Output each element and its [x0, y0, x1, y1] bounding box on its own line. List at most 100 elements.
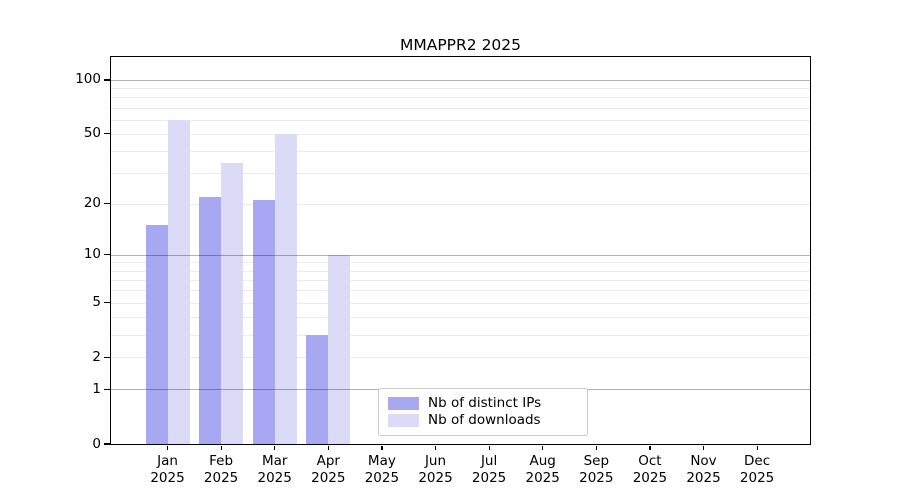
axis-ticks-layer: 100 50 20 10 5 2 1 0 Jan 2025 Feb 2025 Mar 2025 Apr 202…: [75, 57, 810, 486]
gridline-minor: [111, 133, 810, 135]
x-axis-year-label: 2025: [739, 470, 775, 486]
x-axis-year-label: 2025: [471, 470, 507, 486]
y-axis-tick-label: 2: [92, 348, 101, 365]
gridline-minor: [111, 203, 810, 205]
y-axis-tick-label: 10: [83, 246, 101, 263]
x-axis-tick-mark: [381, 445, 383, 450]
bar-distinct-ips-mar: [252, 200, 275, 444]
x-axis-tick-label-jun: Jun 2025: [404, 453, 468, 487]
gridline-minor: [111, 262, 810, 264]
x-axis-tick-mark: [220, 445, 222, 450]
x-axis-tick-label-feb: Feb 2025: [189, 453, 253, 487]
y-axis-tick-mark: [103, 388, 110, 390]
x-axis-year-label: 2025: [364, 470, 400, 486]
y-axis-tick-label: 0: [92, 435, 101, 452]
bar-downloads-apr: [328, 254, 351, 444]
x-axis-year-label: 2025: [418, 470, 453, 486]
gridline-minor: [111, 150, 810, 152]
x-axis-month-label: Jul: [480, 453, 498, 469]
x-axis-tick-label-sep: Sep 2025: [564, 453, 628, 487]
gridline-major: [111, 79, 810, 81]
bar-downloads-jan: [167, 119, 190, 444]
bar-downloads-mar: [274, 133, 297, 444]
gridline-minor: [111, 119, 810, 121]
x-axis-month-label: Dec: [744, 453, 771, 469]
x-axis-tick-label-jul: Jul 2025: [457, 453, 521, 487]
gridline-minor: [111, 270, 810, 272]
x-axis-tick-mark: [595, 445, 597, 450]
x-axis-tick-mark: [274, 445, 276, 450]
x-axis-year-label: 2025: [203, 470, 239, 486]
x-axis-month-label: Mar: [261, 453, 288, 469]
gridline-minor: [111, 290, 810, 292]
x-axis-year-label: 2025: [311, 470, 346, 486]
y-axis-tick-label: 1: [92, 380, 101, 397]
y-axis-tick-label: 100: [75, 71, 101, 88]
gridline-minor: [111, 316, 810, 318]
legend-swatch-downloads: [388, 414, 419, 427]
bars-layer: [111, 57, 810, 444]
x-axis-tick-label-nov: Nov 2025: [672, 453, 736, 487]
y-axis-tick-mark: [103, 254, 110, 256]
gridline-major: [111, 254, 810, 256]
x-axis-tick-label-may: May 2025: [350, 453, 414, 487]
y-axis-tick-mark: [103, 443, 110, 445]
x-axis-tick-mark: [434, 445, 437, 450]
x-axis-tick-mark: [702, 445, 705, 450]
x-axis-month-label: Aug: [529, 453, 556, 469]
x-axis-tick-mark: [542, 445, 544, 450]
y-axis-tick-label: 5: [92, 294, 101, 311]
bar-distinct-ips-feb: [199, 196, 222, 444]
chart-title: MMAPPR2 2025: [399, 36, 522, 54]
x-axis-month-label: Jun: [424, 453, 447, 469]
y-axis-tick-mark: [103, 356, 110, 358]
y-axis-tick-mark: [103, 79, 110, 81]
x-axis-month-label: Sep: [583, 453, 610, 469]
legend-item-distinct-ips: Nb of distinct IPs: [388, 395, 578, 412]
x-axis-tick-label-jan: Jan 2025: [136, 453, 200, 487]
x-axis-tick-label-oct: Oct 2025: [618, 453, 682, 487]
y-axis-tick-mark: [103, 302, 110, 304]
gridline-minor: [111, 302, 810, 304]
gridline-minor: [111, 357, 810, 359]
x-axis-tick-mark: [649, 445, 651, 450]
gridline-minor: [111, 334, 810, 336]
bar-distinct-ips-jan: [145, 225, 168, 444]
x-axis-year-label: 2025: [632, 470, 668, 486]
grid-minor-layer: [111, 57, 810, 444]
legend-label-downloads: Nb of downloads: [428, 412, 541, 428]
gridline-minor: [111, 97, 810, 99]
legend: Nb of distinct IPs Nb of downloads: [378, 388, 588, 436]
x-axis-month-label: May: [367, 453, 396, 469]
x-axis-tick-mark: [327, 445, 329, 450]
x-axis-month-label: Jan: [157, 453, 178, 469]
legend-item-downloads: Nb of downloads: [388, 412, 578, 429]
x-axis-month-label: Oct: [638, 453, 662, 469]
legend-swatch-distinct-ips: [388, 397, 419, 410]
x-axis-month-label: Feb: [209, 453, 234, 469]
x-axis-tick-label-apr: Apr 2025: [296, 453, 360, 487]
x-axis-tick-label-aug: Aug 2025: [511, 453, 575, 487]
gridline-minor: [111, 279, 810, 281]
x-axis-year-label: 2025: [257, 470, 292, 486]
x-axis-tick-mark: [756, 445, 758, 450]
x-axis-tick-label-dec: Dec 2025: [725, 453, 789, 487]
x-axis-year-label: 2025: [150, 470, 185, 486]
x-axis-month-label: Nov: [690, 453, 717, 469]
y-axis-tick-label: 20: [83, 195, 101, 212]
gridline-minor: [111, 88, 810, 90]
x-axis-tick-mark: [488, 445, 490, 450]
gridline-minor: [111, 107, 810, 109]
bar-distinct-ips-apr: [306, 334, 329, 444]
x-axis-year-label: 2025: [525, 470, 560, 486]
x-axis-year-label: 2025: [686, 470, 721, 486]
x-axis-tick-mark: [166, 445, 169, 450]
bar-downloads-feb: [221, 163, 244, 444]
y-axis-tick-label: 50: [83, 125, 101, 142]
y-axis-tick-mark: [103, 133, 110, 135]
gridline-minor: [111, 173, 810, 175]
x-axis-month-label: Apr: [316, 453, 340, 469]
plot-area: 100 50 20 10 5 2 1 0 Jan 2025 Feb 2025 Mar 2025 Apr 202…: [75, 56, 811, 486]
y-axis-tick-mark: [103, 203, 110, 205]
